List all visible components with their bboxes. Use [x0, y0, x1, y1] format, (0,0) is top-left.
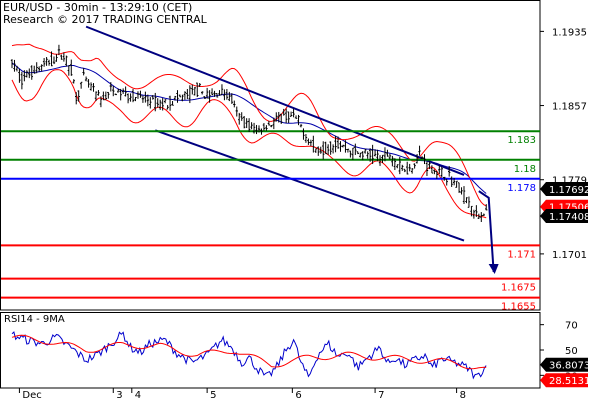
price-tick-label: 1.1857 — [552, 102, 587, 113]
lower-envelope — [11, 69, 487, 219]
support-11655-label: 1.1655 — [501, 302, 536, 313]
time-tick-label: 3 — [116, 390, 122, 400]
rsi-panel — [11, 331, 487, 380]
support-1171-label: 1.171 — [507, 249, 536, 260]
price-tag-high-text: 1.17692 — [549, 185, 590, 196]
chart-header-copyright: Research © 2017 TRADING CENTRAL — [3, 13, 207, 26]
resistance-1183-label: 1.183 — [507, 135, 536, 146]
rsi-tag-ma-box — [540, 373, 588, 388]
price-tick-label: 1.1701 — [552, 250, 587, 261]
chart-header-symbol: EUR/USD - 30min - 13:29:10 (CET) — [3, 1, 193, 14]
slow-moving-average — [11, 62, 487, 194]
main-grid — [0, 0, 541, 389]
rsi-tick-label: 50 — [565, 346, 578, 357]
rsi-panel-label: RSI14 - 9MA — [4, 314, 65, 325]
pivot-1178-label: 1.178 — [507, 183, 536, 194]
resistance-118-label: 1.18 — [514, 164, 536, 175]
time-tick-label: 8 — [460, 390, 466, 400]
rsi-panel-frame — [0, 312, 541, 389]
price-tag-ma-text: 1.17506 — [549, 203, 590, 214]
rsi-tag-ma-text: 28.5131 — [549, 376, 590, 387]
upper-envelope — [11, 43, 487, 207]
channel-upper-line — [85, 25, 465, 176]
rsi-tag-value-box — [540, 357, 588, 372]
rsi-line — [11, 331, 487, 380]
rsi-moving-average-line — [11, 334, 487, 370]
rsi-tick-label: 70 — [565, 321, 578, 332]
time-tick-label: 5 — [210, 390, 216, 400]
key-levels: 1.183 1.18 1.178 1.171 1.1675 1.1655 — [1, 130, 540, 313]
price-tick-label: 1.1779 — [552, 176, 587, 187]
price-tag-high-box — [540, 182, 588, 197]
time-tick-label: 6 — [295, 390, 301, 400]
price-tag-last-text: 1.17408 — [549, 212, 590, 223]
time-axis: Dec 3 4 5 6 7 8 — [18, 388, 466, 400]
price-candles — [10, 44, 488, 222]
main-panel-frame — [0, 0, 541, 311]
support-11675-label: 1.1675 — [501, 283, 536, 294]
time-tick-label: 4 — [135, 390, 141, 400]
forecast-arrow — [478, 190, 499, 274]
time-tick-label: 7 — [378, 390, 384, 400]
moving-averages — [11, 43, 487, 219]
rsi-tag-value-text: 36.8073 — [549, 361, 590, 372]
price-tag-last-box — [540, 209, 588, 224]
price-tick-label: 1.1935 — [552, 27, 587, 38]
forecast-arrow-line — [478, 190, 495, 273]
trend-channel — [85, 25, 465, 242]
channel-lower-line — [154, 129, 465, 242]
time-tick-label: Dec — [22, 390, 41, 400]
forecast-arrow-head — [488, 263, 499, 274]
